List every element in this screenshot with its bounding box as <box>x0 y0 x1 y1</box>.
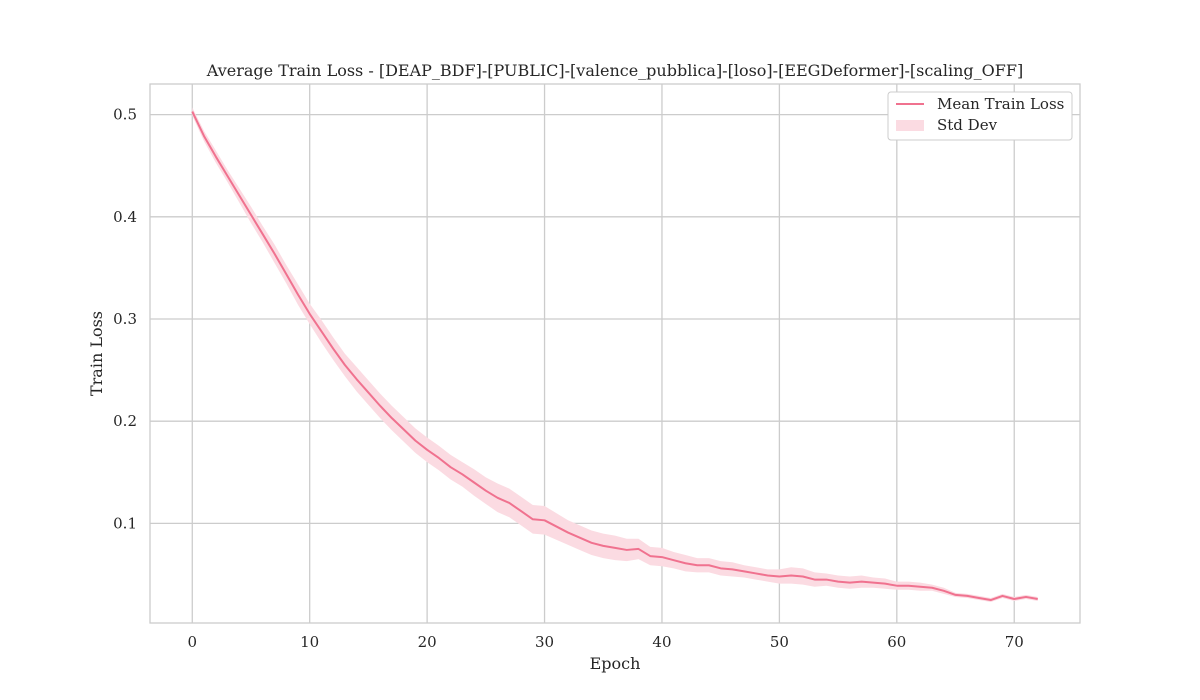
chart-title: Average Train Loss - [DEAP_BDF]-[PUBLIC]… <box>206 61 1023 80</box>
y-tick-label: 0.3 <box>113 310 137 328</box>
std-dev-band <box>192 107 1038 603</box>
mean-train-loss-line <box>191 111 1038 602</box>
y-tick-label: 0.2 <box>113 412 137 430</box>
x-tick-label: 40 <box>652 633 671 651</box>
legend: Mean Train Loss Std Dev <box>887 91 1073 141</box>
legend-std-swatch <box>896 120 924 131</box>
x-axis-label: Epoch <box>590 654 641 673</box>
y-axis-label: Train Loss <box>87 311 106 396</box>
x-tick-label: 20 <box>418 633 437 651</box>
x-axis-ticks: 0 10 20 30 40 50 60 70 <box>187 633 1023 651</box>
plot-frame <box>149 83 1081 624</box>
legend-label-std: Std Dev <box>937 116 998 134</box>
x-tick-label: 70 <box>1005 633 1024 651</box>
legend-box <box>887 91 1073 141</box>
x-tick-label: 30 <box>535 633 554 651</box>
legend-label-mean: Mean Train Loss <box>937 95 1064 113</box>
x-tick-label: 60 <box>887 633 906 651</box>
y-tick-label: 0.5 <box>113 106 137 124</box>
y-tick-label: 0.4 <box>113 208 137 226</box>
x-tick-label: 10 <box>300 633 319 651</box>
y-tick-label: 0.1 <box>113 514 137 532</box>
x-tick-label: 0 <box>187 633 197 651</box>
x-tick-label: 50 <box>770 633 789 651</box>
y-axis-ticks: 0.1 0.2 0.3 0.4 0.5 <box>113 106 137 533</box>
